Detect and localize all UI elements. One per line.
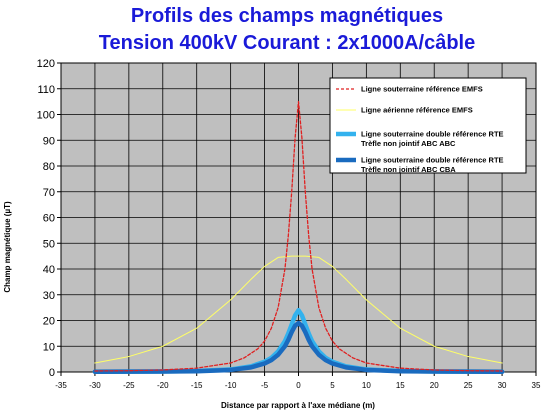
legend-sublabel-3: Trèfle non jointif ABC ABC [361, 139, 456, 148]
y-tick-label: 100 [37, 110, 55, 122]
chart-title-line2: Tension 400kV Courant : 2x1000A/câble [99, 32, 475, 54]
y-tick-label: 60 [43, 213, 55, 225]
x-tick-label: 25 [464, 381, 473, 390]
legend-label-3: Ligne souterraine double référence RTE [361, 130, 504, 139]
series-line-2 [94, 255, 503, 364]
x-tick-label: -35 [55, 381, 67, 390]
y-tick-label: 30 [43, 290, 55, 302]
y-tick-label: 20 [43, 316, 55, 328]
x-tick-label: 5 [330, 381, 335, 390]
y-tick-label: 10 [43, 341, 55, 353]
legend-sublabel-4: Trèfle non jointif ABC CBA [361, 165, 456, 174]
x-axis-label: Distance par rapport à l'axe médiane (m) [221, 401, 375, 410]
x-tick-label: 15 [396, 381, 405, 390]
x-tick-label: -15 [191, 381, 203, 390]
y-tick-label: 110 [37, 84, 55, 96]
series-lines [92, 100, 505, 374]
y-tick-label: 50 [43, 238, 55, 250]
legend-label-4: Ligne souterraine double référence RTE [361, 156, 504, 165]
y-axis-label: Champ magnétique (µT) [3, 201, 12, 293]
y-tick-label: 90 [43, 135, 55, 147]
x-tick-label: 0 [296, 381, 301, 390]
series-line-1 [94, 100, 503, 372]
x-tick-label: 35 [532, 381, 541, 390]
x-tick-label: -25 [123, 381, 135, 390]
chart-title-line1: Profils des champs magnétiques [131, 5, 443, 27]
x-tick-label: 10 [362, 381, 371, 390]
y-tick-label: 40 [43, 264, 55, 276]
y-tick-label: 0 [49, 367, 55, 379]
series-line-4 [92, 320, 505, 374]
x-tick-label: -20 [157, 381, 169, 390]
y-tick-label: 80 [43, 161, 55, 173]
x-tick-label: -10 [225, 381, 237, 390]
x-tick-label: 30 [498, 381, 507, 390]
legend-label-2: Ligne aérienne référence EMFS [361, 106, 473, 115]
x-tick-label: 20 [430, 381, 439, 390]
legend: Ligne souterraine référence EMFS Ligne aé… [329, 77, 527, 174]
y-tick-label: 70 [43, 187, 55, 199]
legend-label-1: Ligne souterraine référence EMFS [361, 85, 483, 94]
x-tick-label: -5 [261, 381, 269, 390]
y-tick-label: 120 [37, 58, 55, 70]
legend-box [329, 77, 527, 174]
x-tick-label: -30 [89, 381, 101, 390]
